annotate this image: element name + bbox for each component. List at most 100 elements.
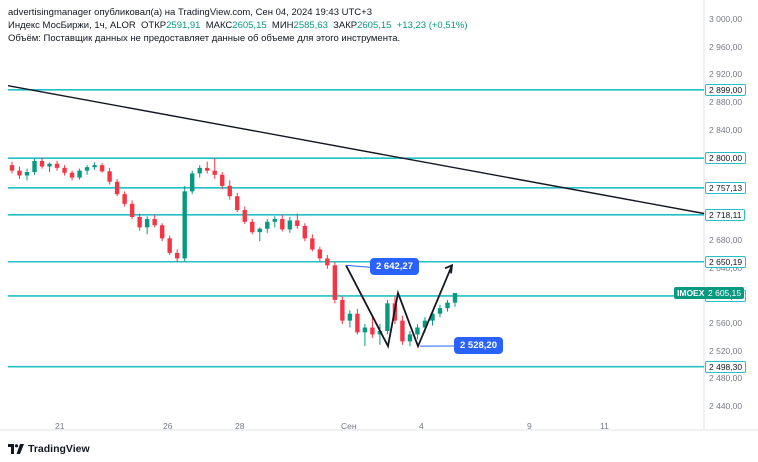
candle — [190, 170, 195, 195]
price-tick-label: 2 480,00 — [709, 373, 743, 384]
price-tick-label: 3 000,00 — [709, 14, 743, 24]
candle-body — [69, 172, 75, 178]
candle-body — [362, 327, 368, 333]
candle — [280, 214, 285, 232]
level-badge-l2718: 2 718,11 — [705, 208, 746, 221]
candle — [355, 308, 360, 335]
candle — [302, 223, 308, 242]
candle-body — [197, 167, 202, 174]
candle — [167, 235, 172, 255]
ohlc-low-value: 2585,63 — [293, 20, 328, 31]
w-pattern-arrowhead — [444, 263, 454, 274]
candle-body — [144, 219, 150, 228]
time-tick-label: 11 — [600, 421, 609, 431]
candle-body — [385, 303, 390, 331]
candle-body — [257, 228, 262, 233]
candle — [362, 324, 368, 347]
level-badge-l2800: 2 800,00 — [705, 152, 747, 165]
candle — [295, 213, 300, 229]
candle-body — [377, 330, 383, 335]
candle — [144, 216, 150, 235]
candle-body — [235, 196, 240, 211]
candles — [9, 157, 458, 347]
candle-body — [347, 313, 353, 321]
ohlc-line: Индекс МосБиржи, 1ч, ALOR ОТКР2591,91 МА… — [8, 19, 468, 32]
candle-body — [287, 220, 293, 230]
candle-body — [182, 191, 187, 259]
time-tick-label: 4 — [419, 421, 424, 431]
price-tick-label: 2 560,00 — [709, 318, 743, 329]
ohlc-open-label: ОТКР — [141, 20, 167, 31]
current-price-badge: 2 605,15 — [705, 286, 745, 299]
candle — [272, 216, 277, 228]
candle-body — [242, 210, 247, 222]
candle-body — [77, 170, 82, 178]
trendline[interactable] — [7, 84, 705, 215]
candle — [137, 213, 142, 231]
candle — [400, 315, 405, 345]
candle-body — [122, 194, 127, 204]
trough-price-callout[interactable]: 2 528,20 — [454, 337, 503, 355]
candle — [437, 304, 443, 318]
trendline-layer[interactable] — [7, 84, 705, 215]
candle-body — [437, 308, 443, 314]
candle-body — [205, 167, 210, 171]
candle — [242, 206, 247, 224]
candle-body — [272, 219, 277, 222]
candle-body — [17, 170, 22, 176]
candle — [62, 165, 67, 176]
ohlc-close-value: 2605,15 — [357, 20, 392, 31]
price-tick-label: 2 680,00 — [709, 235, 743, 246]
symbol-name-badge: IMOEX — [674, 286, 708, 299]
candle — [265, 219, 270, 233]
candle — [415, 324, 420, 340]
candle — [129, 200, 135, 220]
candle-body — [370, 327, 375, 335]
candle-body — [250, 221, 255, 233]
candle-body — [415, 327, 420, 335]
published-line: advertisingmanager опубликовал(а) на Tra… — [8, 7, 372, 18]
w-pattern-line[interactable] — [345, 264, 453, 349]
candle — [227, 180, 232, 200]
candle — [84, 165, 90, 175]
candle — [107, 167, 112, 185]
candle-body — [47, 163, 52, 167]
candle — [287, 216, 293, 233]
symbol-title: Индекс МосБиржи, 1ч, ALOR — [8, 20, 136, 31]
candle-body — [190, 173, 195, 192]
candle — [212, 158, 217, 179]
candle-body — [32, 160, 37, 173]
candle — [99, 163, 105, 173]
candle-body — [99, 165, 105, 172]
price-tick-label: 2 880,00 — [709, 96, 743, 107]
peak-price-callout[interactable]: 2 642,27 — [370, 258, 419, 276]
candle-body — [174, 252, 180, 259]
candle-body — [445, 302, 450, 309]
candle — [317, 246, 323, 262]
price-tick-label: 2 920,00 — [709, 69, 743, 80]
candle-body — [310, 238, 315, 250]
ohlc-open-value: 2591,91 — [166, 20, 201, 31]
candle — [385, 299, 390, 335]
candle — [182, 185, 187, 262]
candle — [159, 223, 165, 242]
candle-body — [280, 219, 285, 230]
candle-body — [220, 174, 225, 186]
candle — [332, 261, 338, 304]
candle-body — [137, 216, 142, 228]
candle-body — [84, 167, 90, 171]
w-pattern-layer[interactable] — [345, 263, 455, 349]
chart-header: advertisingmanager опубликовал(а) на Tra… — [8, 6, 468, 45]
candle — [122, 191, 127, 207]
volume-note: Объём: Поставщик данных не предоставляет… — [8, 33, 401, 44]
candle-body — [452, 292, 458, 303]
ohlc-close-label: ЗАКР — [333, 20, 358, 31]
candle-body — [212, 170, 217, 175]
candle-body — [422, 320, 428, 328]
candle — [370, 317, 375, 338]
ohlc-high-label: МАКС — [205, 20, 233, 31]
candle-body — [39, 160, 45, 167]
tradingview-branding[interactable]: TradingView — [8, 443, 90, 455]
time-tick-label: 21 — [55, 421, 65, 431]
